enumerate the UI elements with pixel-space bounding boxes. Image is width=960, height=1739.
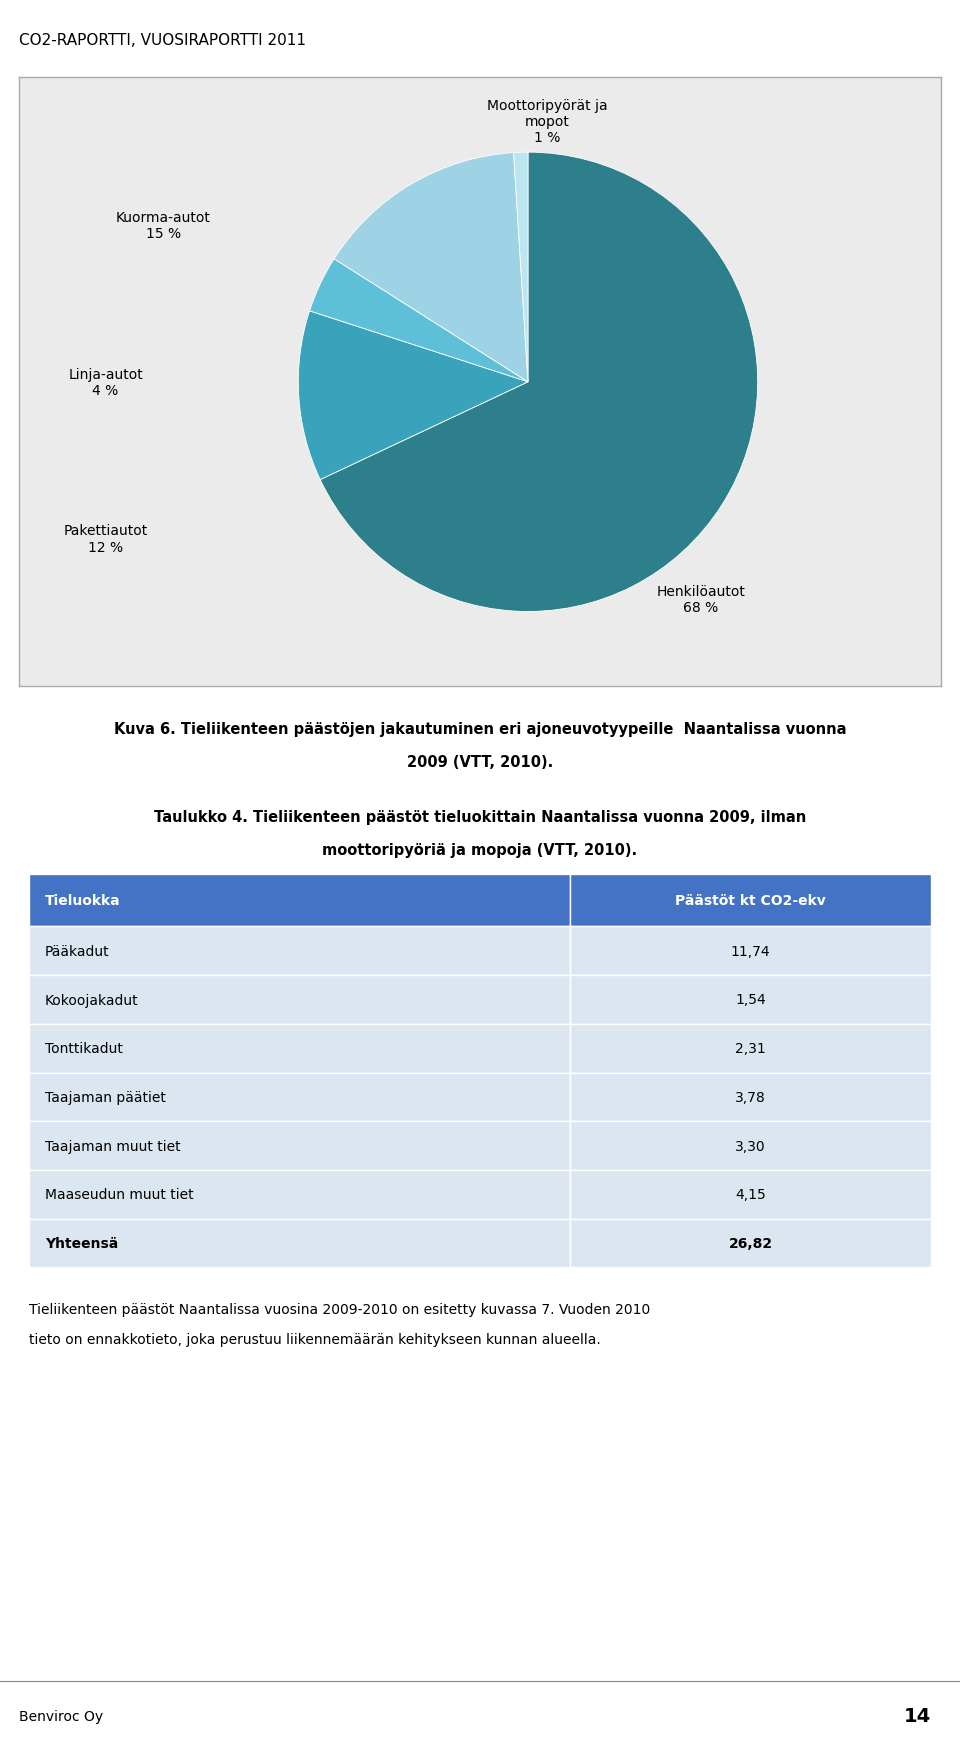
- Text: Linja-autot
4 %: Linja-autot 4 %: [68, 367, 143, 398]
- Text: Päästöt kt CO2-ekv: Päästöt kt CO2-ekv: [675, 894, 827, 908]
- Text: Kokoojakadut: Kokoojakadut: [45, 993, 138, 1007]
- Text: 3,30: 3,30: [735, 1139, 766, 1153]
- Text: 2009 (VTT, 2010).: 2009 (VTT, 2010).: [407, 755, 553, 769]
- Text: 3,78: 3,78: [735, 1090, 766, 1104]
- Text: 2,31: 2,31: [735, 1042, 766, 1056]
- Text: 14: 14: [904, 1706, 931, 1725]
- Text: Tonttikadut: Tonttikadut: [45, 1042, 123, 1056]
- Wedge shape: [309, 259, 528, 383]
- Text: Maaseudun muut tiet: Maaseudun muut tiet: [45, 1188, 194, 1202]
- Wedge shape: [299, 311, 528, 480]
- Text: Henkilöautot
68 %: Henkilöautot 68 %: [657, 584, 745, 616]
- Text: Pakettiautot
12 %: Pakettiautot 12 %: [63, 523, 148, 555]
- Text: Pääkadut: Pääkadut: [45, 944, 109, 958]
- Wedge shape: [334, 153, 528, 383]
- Text: Benviroc Oy: Benviroc Oy: [19, 1709, 104, 1723]
- Text: Moottoripyörät ja
mopot
1 %: Moottoripyörät ja mopot 1 %: [487, 99, 608, 144]
- Text: Tieluokka: Tieluokka: [45, 894, 121, 908]
- Text: Taajaman muut tiet: Taajaman muut tiet: [45, 1139, 180, 1153]
- Wedge shape: [321, 153, 757, 612]
- Text: 26,82: 26,82: [729, 1236, 773, 1250]
- Text: Tieliikenteen päästöt Naantalissa vuosina 2009-2010 on esitetty kuvassa 7. Vuode: Tieliikenteen päästöt Naantalissa vuosin…: [29, 1303, 650, 1316]
- Text: 1,54: 1,54: [735, 993, 766, 1007]
- Text: Yhteensä: Yhteensä: [45, 1236, 118, 1250]
- Text: Kuorma-autot
15 %: Kuorma-autot 15 %: [116, 210, 210, 242]
- Text: tieto on ennakkotieto, joka perustuu liikennemäärän kehitykseen kunnan alueella.: tieto on ennakkotieto, joka perustuu lii…: [29, 1332, 601, 1346]
- Text: 4,15: 4,15: [735, 1188, 766, 1202]
- Text: 11,74: 11,74: [731, 944, 771, 958]
- Text: Kuva 6. Tieliikenteen päästöjen jakautuminen eri ajoneuvotyypeille  Naantalissa : Kuva 6. Tieliikenteen päästöjen jakautum…: [113, 722, 847, 736]
- Text: Taulukko 4. Tieliikenteen päästöt tieluokittain Naantalissa vuonna 2009, ilman: Taulukko 4. Tieliikenteen päästöt tieluo…: [154, 810, 806, 824]
- Wedge shape: [514, 153, 528, 383]
- Text: CO2-RAPORTTI, VUOSIRAPORTTI 2011: CO2-RAPORTTI, VUOSIRAPORTTI 2011: [19, 33, 306, 47]
- Text: Taajaman päätiet: Taajaman päätiet: [45, 1090, 166, 1104]
- Text: moottoripyöriä ja mopoja (VTT, 2010).: moottoripyöriä ja mopoja (VTT, 2010).: [323, 843, 637, 857]
